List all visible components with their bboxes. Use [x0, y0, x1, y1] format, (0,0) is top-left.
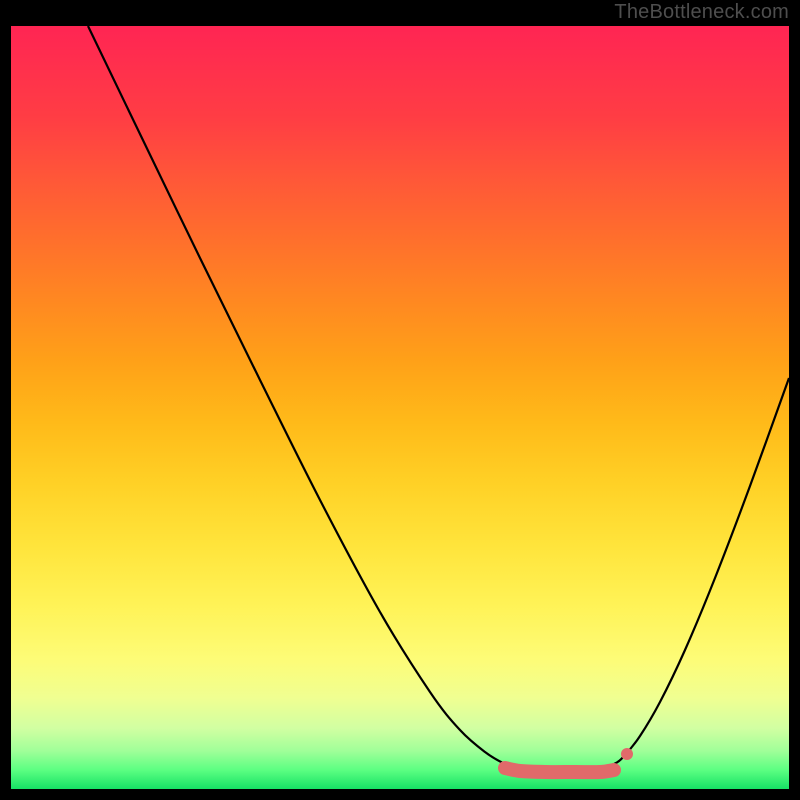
selection-point	[621, 748, 633, 760]
chart-background	[11, 26, 789, 789]
watermark-text: TheBottleneck.com	[614, 1, 789, 24]
bottleneck-chart	[0, 0, 800, 800]
optimal-range-segment	[505, 768, 614, 772]
